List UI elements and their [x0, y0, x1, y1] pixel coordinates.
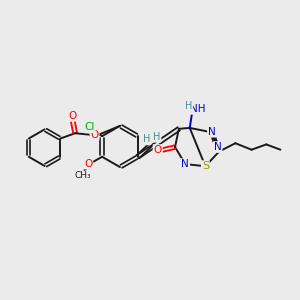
Text: CH₃: CH₃ — [75, 171, 91, 180]
Text: O: O — [154, 145, 162, 155]
Text: N: N — [182, 159, 189, 169]
Text: NH: NH — [190, 104, 206, 114]
Text: H: H — [143, 134, 151, 144]
Text: Cl: Cl — [84, 122, 94, 132]
Text: H: H — [185, 101, 192, 111]
Text: S: S — [202, 161, 209, 171]
Text: O: O — [69, 111, 77, 121]
Text: N: N — [208, 127, 216, 137]
Text: H: H — [153, 132, 161, 142]
Text: O: O — [90, 130, 99, 140]
Text: N: N — [214, 142, 222, 152]
Text: O: O — [84, 158, 92, 169]
